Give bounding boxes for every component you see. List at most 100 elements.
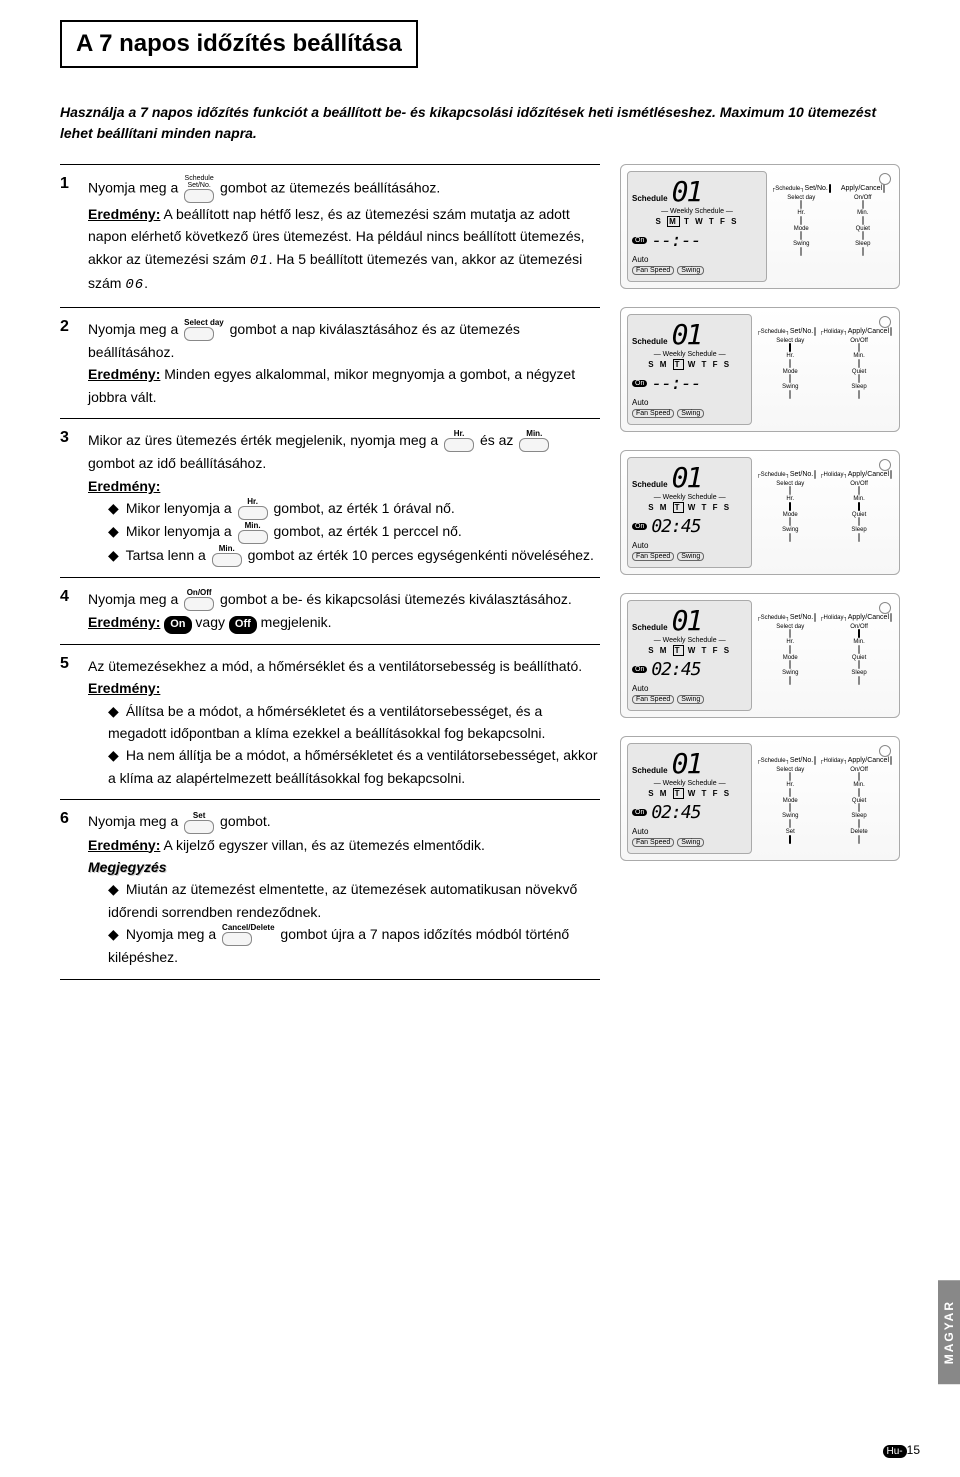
- min-button[interactable]: Min.: [238, 522, 268, 544]
- text: Ha nem állítja be a módot, a hőmérséklet…: [108, 747, 597, 785]
- remote-holiday-applycancel-button[interactable]: ┌Holiday┐Apply/Cancel: [819, 328, 893, 336]
- title-box: A 7 napos időzítés beállítása: [60, 20, 418, 68]
- remote-onoff-button[interactable]: On/Off: [825, 767, 893, 781]
- remote-mode-button[interactable]: Mode: [756, 369, 824, 383]
- remote-min-button[interactable]: Min.: [825, 639, 893, 653]
- remote-mode-button[interactable]: Mode: [756, 798, 824, 812]
- remote-lcd: Schedule01 — Weekly Schedule — S M T W T…: [627, 600, 752, 711]
- remote-swing-button[interactable]: Swing: [756, 384, 824, 398]
- remote-min-button[interactable]: Min.: [825, 353, 893, 367]
- remote-hr-button[interactable]: Hr.: [756, 496, 824, 510]
- remote-schedule-setno-button[interactable]: ┌Schedule┐Set/No.: [756, 757, 817, 765]
- intro-text: Használja a 7 napos időzítés funkciót a …: [60, 102, 880, 144]
- remote-mode-button[interactable]: Mode: [771, 226, 832, 240]
- remote-selectday-button[interactable]: Select day: [756, 338, 824, 352]
- remote-quiet-button[interactable]: Quiet: [825, 798, 893, 812]
- remote-delete-button[interactable]: Delete: [825, 829, 893, 843]
- remote-set-button[interactable]: Set: [756, 829, 824, 843]
- bullet-icon: [108, 497, 122, 519]
- remote-holiday-applycancel-button[interactable]: ┌Holiday┐Apply/Cancel: [819, 471, 893, 479]
- remote-swing-button[interactable]: Swing: [771, 241, 832, 255]
- remote-lcd: Schedule01 — Weekly Schedule — S M T W T…: [627, 314, 752, 425]
- button-shape: [222, 932, 252, 946]
- remote-sleep-button[interactable]: Sleep: [825, 384, 893, 398]
- button-shape: [519, 438, 549, 452]
- label: Cancel/Delete: [222, 924, 274, 932]
- remote-onoff-button[interactable]: On/Off: [825, 481, 893, 495]
- button-shape: [184, 597, 214, 611]
- remote-mode-button[interactable]: Mode: [756, 655, 824, 669]
- remote-hr-button[interactable]: Hr.: [756, 639, 824, 653]
- remote-schedule-setno-button[interactable]: ┌Schedule┐Set/No.: [756, 614, 817, 622]
- power-icon[interactable]: [879, 602, 891, 614]
- step-3: 3 Mikor az üres ütemezés érték megjeleni…: [60, 418, 600, 577]
- hr-button[interactable]: Hr.: [238, 498, 268, 520]
- remote-lcd: Schedule01 — Weekly Schedule — S M T W T…: [627, 171, 767, 282]
- remote-schedule-setno-button[interactable]: ┌Schedule┐Set/No.: [756, 328, 817, 336]
- min-button[interactable]: Min.: [519, 430, 549, 452]
- remote-selectday-button[interactable]: Select day: [756, 767, 824, 781]
- power-icon[interactable]: [879, 316, 891, 328]
- step-6: 6 Nyomja meg a Set gombot. Eredmény: A k…: [60, 799, 600, 980]
- remote-holiday-applycancel-button[interactable]: ┌Holiday┐Apply/Cancel: [819, 614, 893, 622]
- remote-quiet-button[interactable]: Quiet: [825, 512, 893, 526]
- remote-holiday-applycancel-button[interactable]: ┌Holiday┐Apply/Cancel: [819, 757, 893, 765]
- remote-hr-button[interactable]: Hr.: [756, 353, 824, 367]
- power-icon[interactable]: [879, 745, 891, 757]
- remote-quiet-button[interactable]: Quiet: [833, 226, 894, 240]
- hr-button[interactable]: Hr.: [444, 430, 474, 452]
- remote-selectday-button[interactable]: Select day: [771, 195, 832, 209]
- remote-swing-button[interactable]: Swing: [756, 527, 824, 541]
- result-label: Eredmény:: [88, 837, 160, 853]
- remote-onoff-button[interactable]: On/Off: [833, 195, 894, 209]
- page-title: A 7 napos időzítés beállítása: [76, 30, 402, 58]
- remote-hr-button[interactable]: Hr.: [771, 210, 832, 224]
- remote-quiet-button[interactable]: Quiet: [825, 655, 893, 669]
- remote-min-button[interactable]: Min.: [825, 496, 893, 510]
- result-label: Eredmény:: [88, 366, 160, 382]
- button-shape: [184, 820, 214, 834]
- remote-mode-button[interactable]: Mode: [756, 512, 824, 526]
- bullet-icon: [108, 520, 122, 542]
- onoff-button[interactable]: On/Off: [184, 589, 214, 611]
- step-number: 4: [60, 588, 88, 634]
- result-label: Eredmény:: [88, 206, 160, 222]
- step-5: 5 Az ütemezésekhez a mód, a hőmérséklet …: [60, 644, 600, 799]
- remote-swing-button[interactable]: Swing: [756, 813, 824, 827]
- label: Set/No.: [184, 182, 214, 189]
- canceldelete-button[interactable]: Cancel/Delete: [222, 924, 274, 946]
- remote-sleep-button[interactable]: Sleep: [825, 670, 893, 684]
- min-button[interactable]: Min.: [212, 545, 242, 567]
- page-num: 15: [907, 1443, 920, 1457]
- remote-sleep-button[interactable]: Sleep: [833, 241, 894, 255]
- power-icon[interactable]: [879, 173, 891, 185]
- note-label: Megjegyzés: [88, 859, 167, 875]
- remote-swing-button[interactable]: Swing: [756, 670, 824, 684]
- selectday-button[interactable]: Select day: [184, 319, 224, 341]
- schedule-setno-button[interactable]: Schedule Set/No.: [184, 175, 214, 203]
- label: Min.: [519, 430, 549, 438]
- remote-quiet-button[interactable]: Quiet: [825, 369, 893, 383]
- remote-sleep-button[interactable]: Sleep: [825, 813, 893, 827]
- remote-min-button[interactable]: Min.: [825, 782, 893, 796]
- remote-schedule-setno-button[interactable]: ┌Schedule┐Set/No.: [771, 185, 832, 193]
- remote-holiday-applycancel-button[interactable]: Apply/Cancel: [834, 185, 893, 193]
- label: On/Off: [184, 589, 214, 597]
- remote-min-button[interactable]: Min.: [833, 210, 894, 224]
- power-icon[interactable]: [879, 459, 891, 471]
- remote-selectday-button[interactable]: Select day: [756, 481, 824, 495]
- label: Hr.: [238, 498, 268, 506]
- remote-onoff-button[interactable]: On/Off: [825, 624, 893, 638]
- label: Select day: [184, 319, 224, 327]
- remote-hr-button[interactable]: Hr.: [756, 782, 824, 796]
- set-button[interactable]: Set: [184, 812, 214, 834]
- remote-panel-2: Schedule01 — Weekly Schedule — S M T W T…: [620, 307, 900, 432]
- text: megjelenik.: [261, 614, 332, 630]
- remote-selectday-button[interactable]: Select day: [756, 624, 824, 638]
- step-number: 5: [60, 655, 88, 789]
- remote-schedule-setno-button[interactable]: ┌Schedule┐Set/No.: [756, 471, 817, 479]
- remote-onoff-button[interactable]: On/Off: [825, 338, 893, 352]
- segment-number: 01: [250, 253, 269, 269]
- label: Set: [184, 812, 214, 820]
- remote-sleep-button[interactable]: Sleep: [825, 527, 893, 541]
